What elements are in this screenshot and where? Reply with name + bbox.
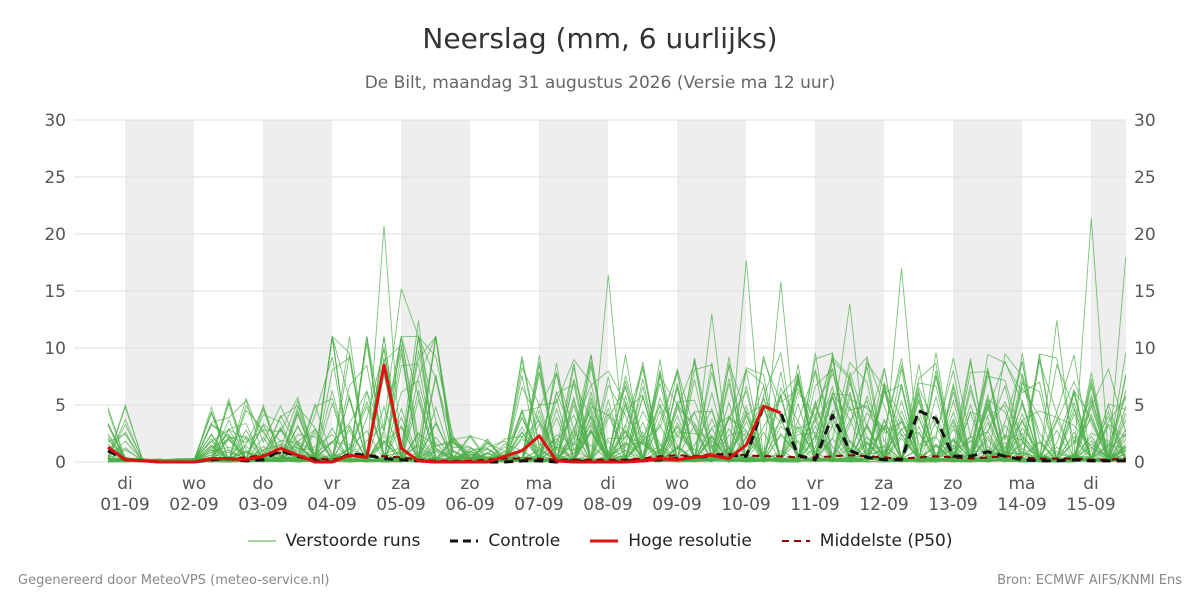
x-tick-weekday: do xyxy=(735,474,756,494)
legend: Verstoorde runs Controle Hoge resolutie … xyxy=(0,531,1200,551)
x-tick-weekday: zo xyxy=(943,474,962,494)
y-tick-left: 5 xyxy=(55,396,66,416)
ensemble-member-line xyxy=(107,336,1126,463)
x-tick-date: 03-09 xyxy=(238,495,287,515)
x-tick-weekday: wo xyxy=(665,474,689,494)
x-tick-date: 09-09 xyxy=(652,495,701,515)
y-tick-right: 30 xyxy=(1134,111,1156,131)
x-tick-date: 13-09 xyxy=(928,495,977,515)
high-resolution-line xyxy=(107,363,782,464)
y-tick-right: 20 xyxy=(1134,225,1156,245)
legend-swatch-perturbed-runs xyxy=(247,540,276,542)
y-tick-right: 25 xyxy=(1134,168,1156,188)
legend-label-high-resolution: Hoge resolutie xyxy=(628,531,752,551)
legend-item-perturbed-runs[interactable]: Verstoorde runs xyxy=(247,531,421,551)
x-tick-weekday: di xyxy=(117,474,133,494)
x-tick-weekday: zo xyxy=(460,474,479,494)
y-tick-right: 15 xyxy=(1134,282,1156,302)
x-tick-weekday: za xyxy=(391,474,410,494)
x-tick-weekday: do xyxy=(252,474,273,494)
legend-label-perturbed-runs: Verstoorde runs xyxy=(285,531,421,551)
x-tick-weekday: vr xyxy=(323,474,340,494)
chart-subtitle: De Bilt, maandag 31 augustus 2026 (Versi… xyxy=(364,73,836,93)
legend-label-control: Controle xyxy=(488,531,561,551)
y-tick-right: 0 xyxy=(1134,453,1145,473)
x-tick-weekday: di xyxy=(1083,474,1099,494)
x-tick-date: 12-09 xyxy=(859,495,908,515)
ensemble-member-line xyxy=(107,359,1127,463)
x-tick-weekday: ma xyxy=(526,474,553,494)
y-tick-left: 0 xyxy=(55,453,66,473)
y-tick-left: 10 xyxy=(44,339,66,359)
x-tick-date: 10-09 xyxy=(721,495,770,515)
x-tick-weekday: vr xyxy=(806,474,823,494)
x-tick-date: 11-09 xyxy=(790,495,839,515)
x-tick-weekday: wo xyxy=(182,474,206,494)
legend-swatch-control xyxy=(450,539,479,543)
y-tick-left: 30 xyxy=(44,111,66,131)
x-tick-weekday: za xyxy=(874,474,893,494)
y-tick-left: 20 xyxy=(44,225,66,245)
x-tick-date: 07-09 xyxy=(514,495,563,515)
ensemble-member-line xyxy=(107,336,1126,463)
legend-item-control[interactable]: Controle xyxy=(450,531,560,551)
legend-swatch-median xyxy=(781,540,810,542)
x-tick-weekday: di xyxy=(600,474,616,494)
x-tick-date: 02-09 xyxy=(169,495,218,515)
footer-source: Bron: ECMWF AIFS/KNMI Ens xyxy=(997,573,1182,588)
x-tick-date: 04-09 xyxy=(307,495,356,515)
chart-title: Neerslag (mm, 6 uurlijks) xyxy=(422,22,778,55)
legend-item-high-resolution[interactable]: Hoge resolutie xyxy=(590,531,752,551)
x-tick-date: 15-09 xyxy=(1066,495,1115,515)
x-tick-weekday: ma xyxy=(1009,474,1036,494)
x-tick-date: 05-09 xyxy=(376,495,425,515)
legend-label-median: Middelste (P50) xyxy=(819,531,953,551)
x-tick-date: 06-09 xyxy=(445,495,494,515)
x-tick-date: 08-09 xyxy=(583,495,632,515)
y-tick-left: 25 xyxy=(44,168,66,188)
x-tick-date: 01-09 xyxy=(100,495,149,515)
legend-item-median[interactable]: Middelste (P50) xyxy=(781,531,953,551)
ensemble-member-line xyxy=(107,336,1127,463)
y-tick-right: 5 xyxy=(1134,396,1145,416)
ensemble-member-line xyxy=(107,336,1126,463)
footer-generated-by: Gegenereerd door MeteoVPS (meteo-service… xyxy=(18,573,330,588)
x-tick-date: 14-09 xyxy=(997,495,1046,515)
y-tick-right: 10 xyxy=(1134,339,1156,359)
y-tick-left: 15 xyxy=(44,282,66,302)
legend-swatch-high-resolution xyxy=(590,539,619,543)
ensemble-member-line xyxy=(107,274,1127,463)
